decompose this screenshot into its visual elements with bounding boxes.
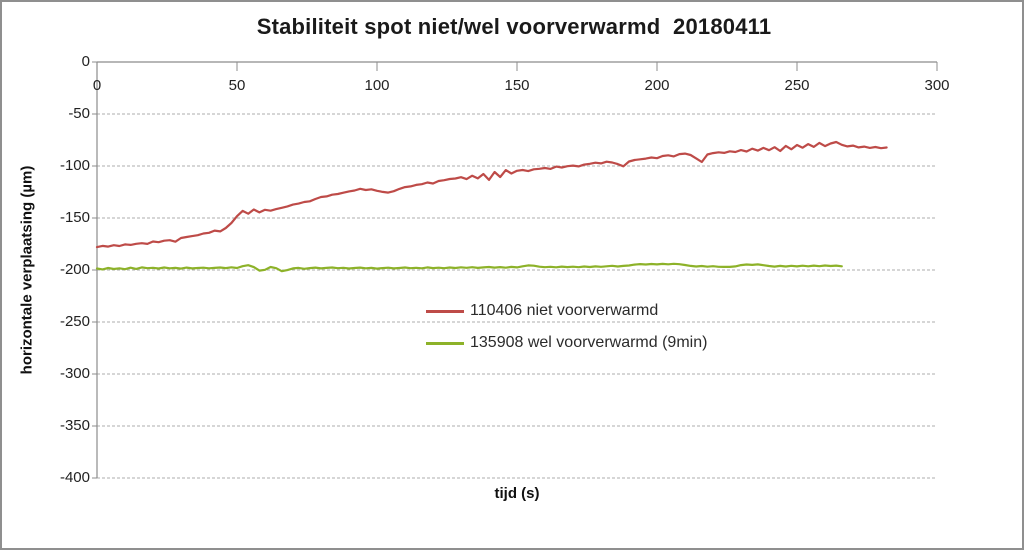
- gridlines: [97, 113, 937, 479]
- y-tick-label: -200: [59, 261, 90, 278]
- y-tick-label: -300: [59, 365, 90, 382]
- x-tick-label: 200: [644, 77, 670, 94]
- x-tick-label: 50: [228, 77, 246, 94]
- y-tick-label: -400: [59, 469, 90, 486]
- chart-title: Stabiliteit spot niet/wel voorverwarmd 2…: [256, 14, 772, 39]
- y-tick-label: -50: [68, 105, 90, 122]
- y-tick-label: -100: [59, 157, 90, 174]
- y-tick-label: -250: [59, 313, 90, 330]
- legend-item-niet-voorverwarmd: 110406 niet voorverwarmd: [426, 295, 707, 327]
- x-tick-label: 150: [504, 77, 530, 94]
- x-axis-title: tijd (s): [494, 485, 540, 502]
- legend: 110406 niet voorverwarmd 135908 wel voor…: [426, 295, 707, 359]
- legend-item-wel-voorverwarmd: 135908 wel voorverwarmd (9min): [426, 327, 707, 359]
- x-tick-label: 250: [784, 77, 810, 94]
- x-tick-label: 0: [92, 77, 102, 94]
- series-line-0: [95, 140, 888, 249]
- axis-lines: [96, 61, 937, 478]
- series-line-1: [95, 262, 843, 273]
- legend-line-swatch-green: [426, 341, 464, 345]
- x-tick-label: 300: [924, 77, 950, 94]
- legend-label: 110406 niet voorverwarmd: [470, 302, 659, 319]
- x-tick-label: 100: [364, 77, 390, 94]
- legend-label: 135908 wel voorverwarmd (9min): [470, 334, 708, 351]
- y-tick-label: 0: [81, 53, 90, 70]
- series-lines: [95, 140, 888, 273]
- y-tick-label: -350: [59, 417, 90, 434]
- y-tick-label: -150: [59, 209, 90, 226]
- legend-line-swatch-red: [426, 309, 464, 313]
